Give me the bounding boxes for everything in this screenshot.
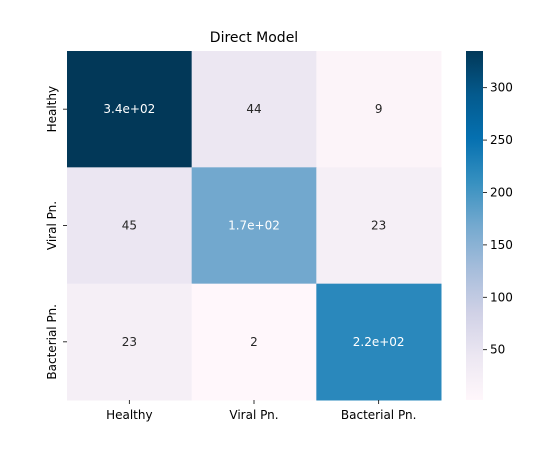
colorbar-tick-label: 100 <box>490 290 513 304</box>
heatmap-cell <box>316 167 442 285</box>
heatmap-cell <box>316 283 442 401</box>
colorbar-ticks: 50 100 150 200 250 300 <box>483 81 513 357</box>
heatmap-cell <box>67 167 193 285</box>
colorbar-tick-label: 200 <box>490 185 513 199</box>
colorbar-tick-label: 300 <box>490 81 513 95</box>
heatmap-cell <box>67 51 193 168</box>
heatmap-cell <box>191 51 317 168</box>
heatmap-cell-label: 23 <box>371 219 386 233</box>
heatmap-cell-label: 1.7e+02 <box>228 219 280 233</box>
y-tick-label: Healthy <box>45 86 59 133</box>
heatmap-cell-label: 23 <box>122 335 137 349</box>
heatmap-cell-label: 2 <box>250 335 258 349</box>
colorbar-tick-label: 250 <box>490 133 513 147</box>
heatmap-cell <box>191 283 317 401</box>
heatmap-cell-label: 44 <box>246 102 261 116</box>
heatmap-cell-labels: 3.4e+02 44 9 45 1.7e+02 23 23 2 2.2e+02 <box>103 102 404 349</box>
colorbar-tick-label: 50 <box>490 343 505 357</box>
x-axis: Healthy Viral Pn. Bacterial Pn. <box>106 400 416 422</box>
heatmap-cell <box>191 167 317 285</box>
chart-title: Direct Model <box>210 30 298 46</box>
heatmap-cell-label: 2.2e+02 <box>353 335 405 349</box>
y-axis: Healthy Viral Pn. Bacterial Pn. <box>45 86 67 380</box>
x-tick-label: Viral Pn. <box>229 408 278 422</box>
y-tick-label: Bacterial Pn. <box>45 304 59 380</box>
heatmap-cell-label: 3.4e+02 <box>103 102 155 116</box>
y-tick-label: Viral Pn. <box>45 201 59 250</box>
colorbar <box>466 51 483 400</box>
heatmap-cell <box>316 51 442 168</box>
heatmap-cell-label: 9 <box>375 102 383 116</box>
heatmap-cells <box>67 51 442 401</box>
heatmap-cell <box>67 283 193 401</box>
x-tick-label: Bacterial Pn. <box>341 408 417 422</box>
colorbar-tick-label: 150 <box>490 238 513 252</box>
x-tick-label: Healthy <box>106 408 153 422</box>
heatmap-cell-label: 45 <box>122 219 137 233</box>
